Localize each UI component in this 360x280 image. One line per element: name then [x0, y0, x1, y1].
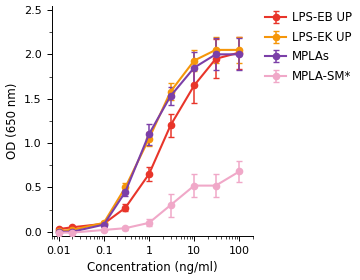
Y-axis label: OD (650 nm): OD (650 nm)	[5, 83, 19, 159]
Legend: LPS-EB UP, LPS-EK UP, MPLAs, MPLA-SM*: LPS-EB UP, LPS-EK UP, MPLAs, MPLA-SM*	[265, 11, 352, 83]
X-axis label: Concentration (ng/ml): Concentration (ng/ml)	[87, 262, 217, 274]
